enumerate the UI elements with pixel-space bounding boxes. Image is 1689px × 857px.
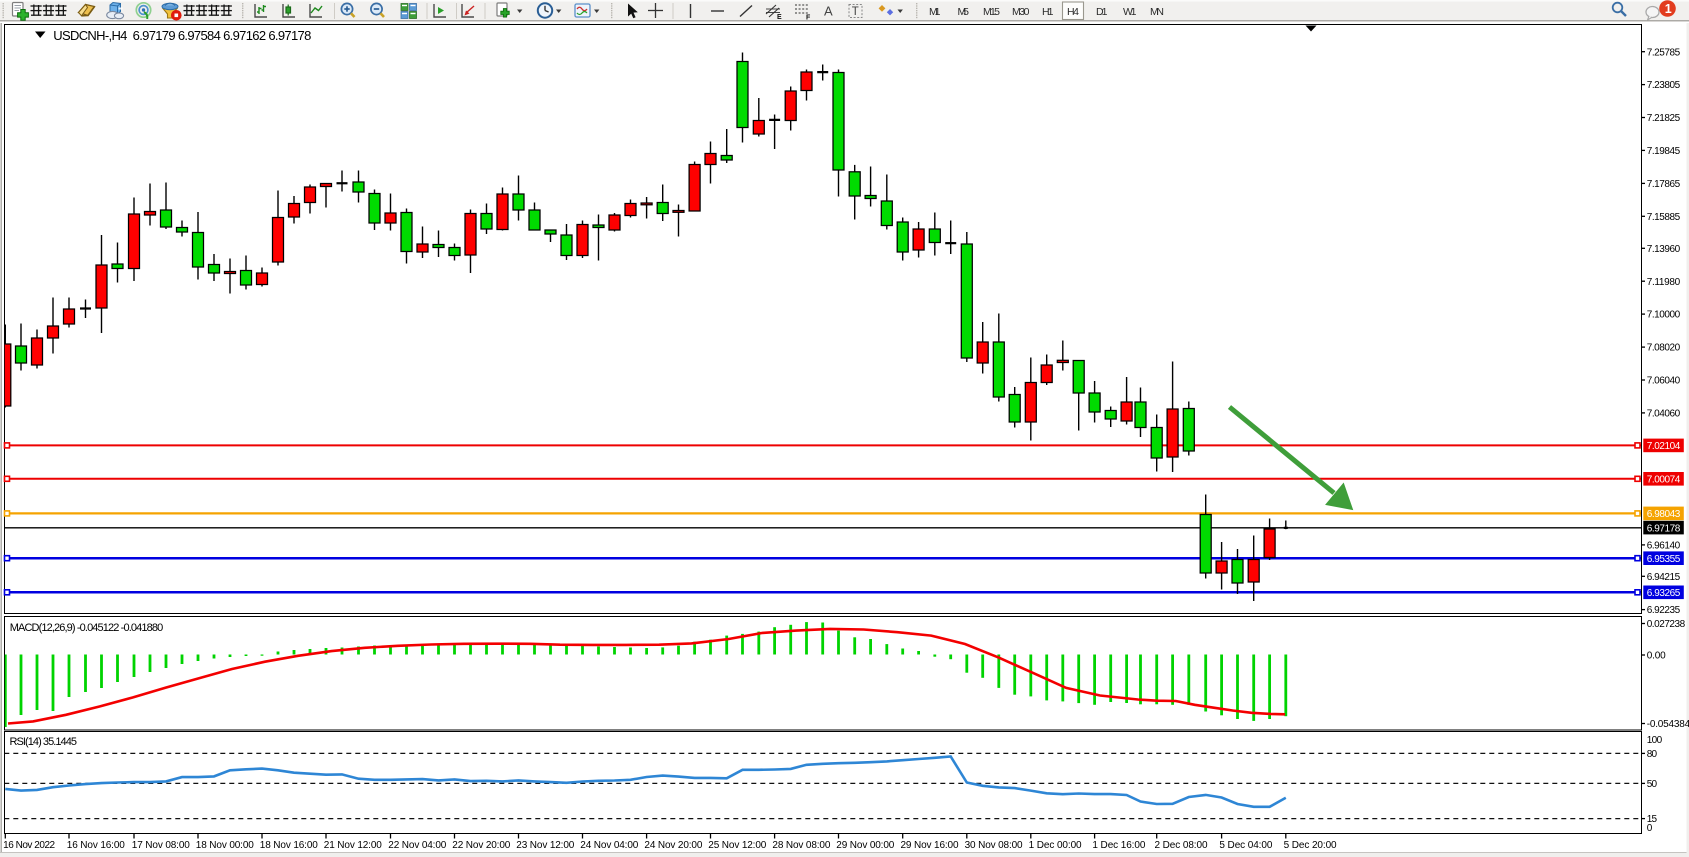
svg-text:-0.054384: -0.054384: [1647, 719, 1689, 730]
svg-text:0.027238: 0.027238: [1647, 619, 1686, 630]
svg-text:M1: M1: [929, 6, 941, 18]
svg-text:7.00074: 7.00074: [1647, 475, 1681, 486]
svg-text:5 Dec 20:00: 5 Dec 20:00: [1284, 840, 1337, 851]
svg-text:M5: M5: [958, 6, 970, 18]
svg-text:6.96140: 6.96140: [1647, 541, 1681, 552]
svg-text:6.97178: 6.97178: [1647, 523, 1681, 534]
svg-text:5 Dec 04:00: 5 Dec 04:00: [1219, 840, 1272, 851]
svg-text:T: T: [852, 6, 859, 18]
svg-text:0: 0: [1647, 823, 1653, 834]
svg-text:F: F: [806, 15, 811, 22]
svg-text:1 Dec 00:00: 1 Dec 00:00: [1029, 840, 1082, 851]
svg-text:7.15885: 7.15885: [1647, 212, 1681, 223]
svg-text:24 Nov 04:00: 24 Nov 04:00: [580, 840, 638, 851]
svg-text:17 Nov 08:00: 17 Nov 08:00: [132, 840, 190, 851]
svg-text:7.23805: 7.23805: [1647, 80, 1681, 91]
svg-text:7.13960: 7.13960: [1647, 244, 1681, 255]
svg-text:MACD(12,26,9) -0.045122 -0.041: MACD(12,26,9) -0.045122 -0.041880: [10, 622, 164, 634]
svg-text:7.06040: 7.06040: [1647, 376, 1681, 387]
svg-text:6.93265: 6.93265: [1647, 588, 1681, 599]
svg-text:23 Nov 12:00: 23 Nov 12:00: [516, 840, 574, 851]
svg-text:H1: H1: [1042, 6, 1054, 18]
svg-text:6.98043: 6.98043: [1647, 509, 1681, 520]
svg-text:22 Nov 20:00: 22 Nov 20:00: [452, 840, 510, 851]
svg-text:RSI(14) 35.1445: RSI(14) 35.1445: [10, 736, 78, 748]
svg-text:2 Dec 08:00: 2 Dec 08:00: [1155, 840, 1208, 851]
svg-text:H4: H4: [1067, 6, 1079, 18]
svg-text:USDCNH-,H4 6.97179 6.97584 6.: USDCNH-,H4 6.97179 6.97584 6.97162 6.971…: [53, 28, 311, 43]
svg-text:22 Nov 04:00: 22 Nov 04:00: [388, 840, 446, 851]
svg-text:7.21825: 7.21825: [1647, 113, 1681, 124]
svg-text:29 Nov 16:00: 29 Nov 16:00: [901, 840, 959, 851]
svg-text:100: 100: [1647, 735, 1663, 746]
svg-text:W1: W1: [1123, 6, 1137, 18]
svg-text:7.11980: 7.11980: [1647, 277, 1681, 288]
svg-text:7.04060: 7.04060: [1647, 409, 1681, 420]
svg-text:80: 80: [1647, 749, 1658, 760]
svg-text:1: 1: [1665, 2, 1672, 16]
svg-text:A: A: [824, 4, 833, 19]
svg-text:7.17865: 7.17865: [1647, 179, 1681, 190]
svg-text:28 Nov 08:00: 28 Nov 08:00: [772, 840, 830, 851]
svg-text:6.95355: 6.95355: [1647, 554, 1681, 565]
svg-text:MN: MN: [1150, 6, 1164, 18]
svg-text:M15: M15: [983, 6, 1000, 18]
svg-text:16 Nov 2022: 16 Nov 2022: [3, 840, 55, 851]
svg-text:30 Nov 08:00: 30 Nov 08:00: [965, 840, 1023, 851]
svg-text:D1: D1: [1096, 6, 1108, 18]
svg-text:7.08020: 7.08020: [1647, 343, 1681, 354]
svg-text:7.25785: 7.25785: [1647, 47, 1681, 58]
svg-text:0.00: 0.00: [1647, 651, 1666, 662]
svg-text:24 Nov 20:00: 24 Nov 20:00: [644, 840, 702, 851]
svg-text:18 Nov 16:00: 18 Nov 16:00: [260, 840, 318, 851]
svg-text:18 Nov 00:00: 18 Nov 00:00: [196, 840, 254, 851]
svg-text:7.10000: 7.10000: [1647, 310, 1681, 321]
svg-text:7.19845: 7.19845: [1647, 146, 1681, 157]
svg-text:25 Nov 12:00: 25 Nov 12:00: [708, 840, 766, 851]
svg-text:21 Nov 12:00: 21 Nov 12:00: [324, 840, 382, 851]
svg-text:15: 15: [1647, 814, 1658, 825]
svg-text:6.94215: 6.94215: [1647, 572, 1681, 583]
svg-text:6.92235: 6.92235: [1647, 605, 1681, 616]
svg-text:29 Nov 00:00: 29 Nov 00:00: [836, 840, 894, 851]
svg-text:50: 50: [1647, 779, 1658, 790]
svg-text:16 Nov 16:00: 16 Nov 16:00: [67, 840, 125, 851]
svg-text:1 Dec 16:00: 1 Dec 16:00: [1092, 840, 1145, 851]
svg-text:E: E: [777, 14, 782, 21]
svg-text:M30: M30: [1012, 6, 1030, 18]
svg-text:7.02104: 7.02104: [1647, 441, 1681, 452]
